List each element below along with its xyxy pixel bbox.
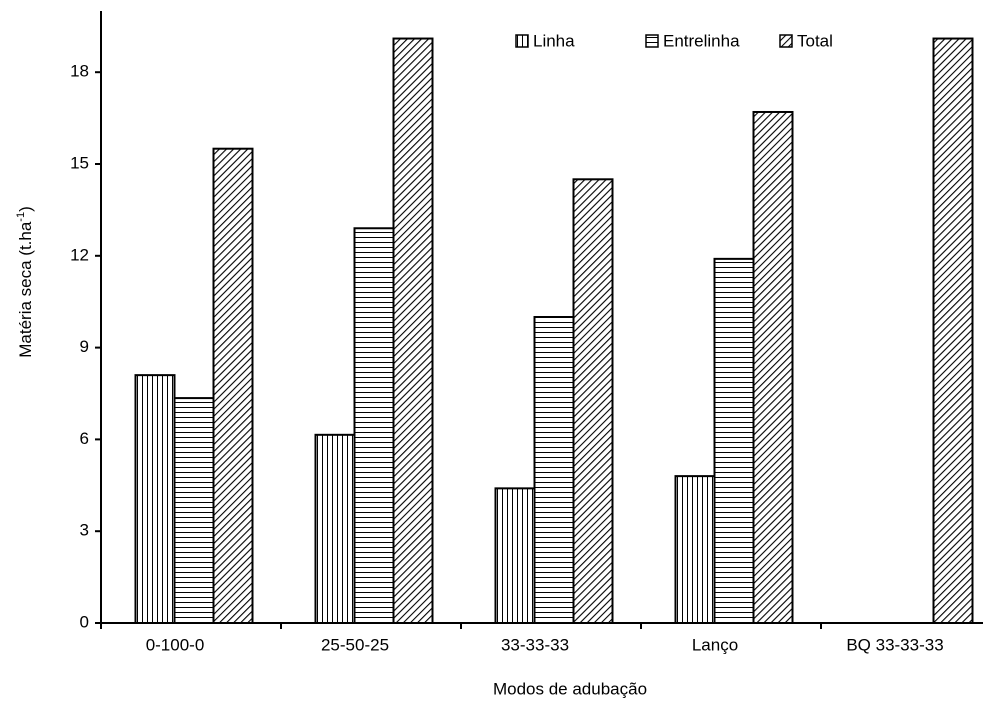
x-tick-label: Lanço <box>692 635 738 654</box>
y-tick-label: 0 <box>80 612 89 631</box>
y-label-sup: -1 <box>15 212 27 222</box>
bar <box>314 433 356 624</box>
legend-swatch <box>779 34 793 48</box>
y-tick-label: 6 <box>80 429 89 448</box>
x-tick-label: 25-50-25 <box>321 635 389 654</box>
y-tick-label: 3 <box>80 521 89 540</box>
bar <box>173 397 215 624</box>
legend-label: Linha <box>533 31 575 50</box>
legend-swatch <box>645 34 659 48</box>
bar <box>932 37 974 625</box>
x-axis-label: Modos de adubação <box>493 679 647 698</box>
legend-swatch <box>515 34 529 48</box>
x-tick-label: 0-100-0 <box>146 635 205 654</box>
bar <box>713 257 755 624</box>
y-axis-label: Matéria seca (t.ha-1) <box>15 206 36 358</box>
bar <box>494 487 536 624</box>
bar <box>212 147 254 624</box>
legend-label: Total <box>797 31 833 50</box>
bar <box>752 110 794 624</box>
bar <box>353 227 395 624</box>
legend-label: Entrelinha <box>663 31 740 50</box>
bar <box>392 37 434 625</box>
x-tick-label: BQ 33-33-33 <box>846 635 943 654</box>
bar <box>134 374 176 625</box>
x-tick-label: 33-33-33 <box>501 635 569 654</box>
bar <box>674 475 716 624</box>
bar <box>572 178 614 625</box>
y-tick-label: 12 <box>70 245 89 264</box>
y-tick-label: 9 <box>80 337 89 356</box>
y-tick-label: 15 <box>70 153 89 172</box>
y-tick-label: 18 <box>70 62 89 81</box>
y-label-main: Matéria seca (t.ha <box>16 221 35 358</box>
bar <box>533 316 575 624</box>
y-label-end: ) <box>16 206 35 212</box>
